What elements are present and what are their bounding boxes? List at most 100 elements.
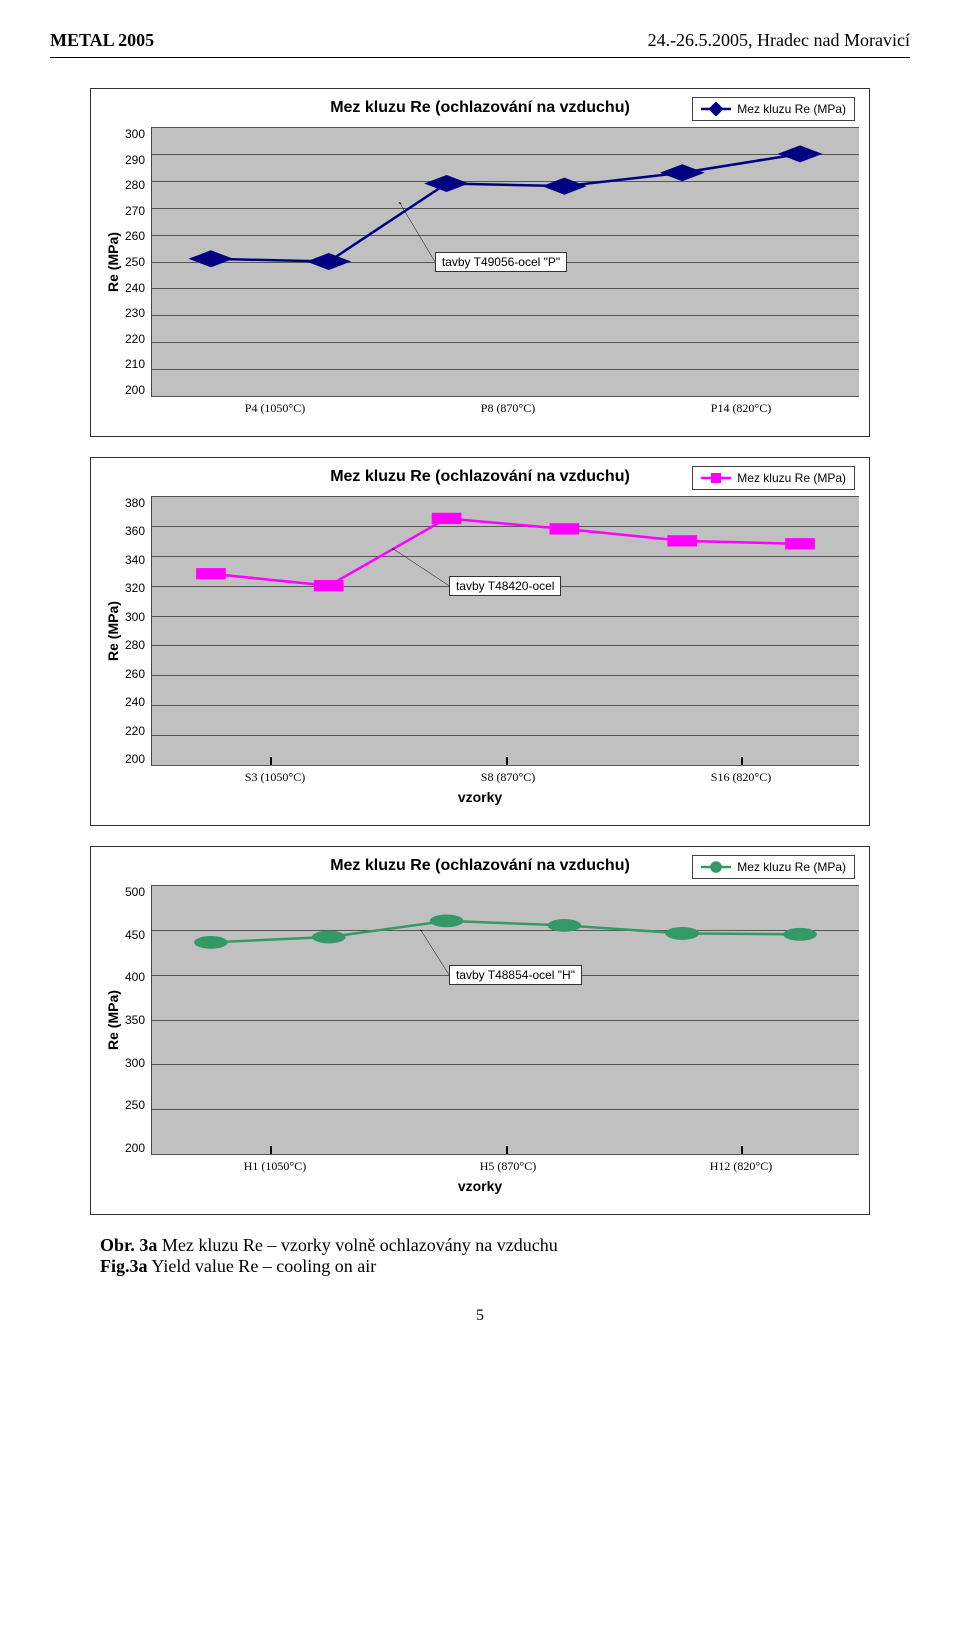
gridline	[152, 675, 859, 676]
gridline	[152, 1109, 859, 1110]
y-tick-label: 240	[125, 281, 145, 295]
y-tick-label: 380	[125, 496, 145, 510]
chart-body: Re (MPa)500450400350300250200 tavby T488…	[101, 885, 859, 1155]
legend-label: Mez kluzu Re (MPa)	[737, 471, 846, 485]
gridline	[152, 1154, 859, 1155]
gridline	[152, 616, 859, 617]
x-tick-label: P4 (1050°C)	[245, 401, 305, 416]
gridline	[152, 735, 859, 736]
gridline	[152, 556, 859, 557]
legend-swatch	[701, 102, 731, 116]
y-tick-label: 280	[125, 178, 145, 192]
data-marker	[671, 537, 694, 546]
x-category-tick	[270, 1146, 272, 1154]
chart-svg-overlay	[152, 496, 859, 765]
x-tick-label: P14 (820°C)	[711, 401, 771, 416]
data-marker	[200, 569, 223, 578]
annotation-arrow	[399, 202, 434, 261]
page-header: METAL 2005 24.-26.5.2005, Hradec nad Mor…	[50, 30, 910, 51]
y-axis-label: Re (MPa)	[101, 496, 125, 766]
y-tick-label: 260	[125, 229, 145, 243]
gridline	[152, 1064, 859, 1065]
chart-title-row: Mez kluzu Re (ochlazování na vzduchu) Mez…	[101, 468, 859, 486]
y-tick-label: 360	[125, 524, 145, 538]
y-tick-label: 400	[125, 970, 145, 984]
gridline	[152, 288, 859, 289]
legend-label: Mez kluzu Re (MPa)	[737, 860, 846, 874]
x-category-tick	[506, 1146, 508, 1154]
y-tick-label: 210	[125, 357, 145, 371]
chart-title-row: Mez kluzu Re (ochlazování na vzduchu) Mez…	[101, 857, 859, 875]
x-tick-label: H5 (870°C)	[480, 1159, 536, 1174]
header-rule	[50, 57, 910, 58]
y-tick-label: 340	[125, 553, 145, 567]
annotation-label: tavby T49056-ocel "P"	[435, 252, 567, 272]
legend-swatch	[701, 860, 731, 874]
y-tick-label: 200	[125, 383, 145, 397]
legend-label: Mez kluzu Re (MPa)	[737, 102, 846, 116]
data-marker	[315, 932, 342, 942]
chart-title: Mez kluzu Re (ochlazování na vzduchu)	[330, 99, 630, 117]
gridline	[152, 885, 859, 886]
x-axis-ticks: H1 (1050°C)H5 (870°C)H12 (820°C)	[101, 1159, 859, 1174]
gridline	[152, 765, 859, 766]
gridline	[152, 496, 859, 497]
chart-body: Re (MPa)30029028027026025024023022021020…	[101, 127, 859, 397]
y-axis-label: Re (MPa)	[101, 127, 125, 397]
gridline	[152, 181, 859, 182]
x-category-tick	[506, 757, 508, 765]
chart-panel: Mez kluzu Re (ochlazování na vzduchu) Mez…	[90, 88, 870, 437]
annotation-label: tavby T48854-ocel "H"	[449, 965, 582, 985]
y-tick-label: 200	[125, 752, 145, 766]
series-line	[211, 921, 800, 943]
y-axis-ticks: 300290280270260250240230220210200	[125, 127, 151, 397]
y-tick-label: 220	[125, 724, 145, 738]
header-left: METAL 2005	[50, 30, 154, 51]
legend-swatch	[701, 471, 731, 485]
gridline	[152, 705, 859, 706]
y-tick-label: 300	[125, 127, 145, 141]
data-marker	[433, 916, 460, 926]
x-axis-label: vzorky	[101, 789, 859, 805]
annotation-label: tavby T48420-ocel	[449, 576, 562, 596]
plot-area: tavby T48854-ocel "H"	[151, 885, 859, 1155]
plot-area: tavby T49056-ocel "P"	[151, 127, 859, 397]
y-tick-label: 290	[125, 153, 145, 167]
header-right: 24.-26.5.2005, Hradec nad Moravicí	[648, 30, 910, 51]
annotation-arrow	[421, 930, 449, 975]
y-tick-label: 280	[125, 638, 145, 652]
gridline	[152, 1020, 859, 1021]
caption-cz-text: Mez kluzu Re – vzorky volně ochlazovány …	[157, 1235, 557, 1255]
gridline	[152, 208, 859, 209]
gridline	[152, 369, 859, 370]
x-tick-label: S3 (1050°C)	[245, 770, 305, 785]
y-tick-label: 250	[125, 1098, 145, 1112]
data-marker	[789, 540, 812, 549]
x-tick-label: S16 (820°C)	[711, 770, 771, 785]
caption-en-bold: Fig.3a	[100, 1256, 148, 1276]
annotation-arrow	[392, 548, 449, 585]
y-tick-label: 350	[125, 1013, 145, 1027]
page-number: 5	[50, 1307, 910, 1325]
gridline	[152, 930, 859, 931]
y-axis-ticks: 380360340320300280260240220200	[125, 496, 151, 766]
y-axis-ticks: 500450400350300250200	[125, 885, 151, 1155]
y-tick-label: 450	[125, 928, 145, 942]
y-tick-label: 300	[125, 1056, 145, 1070]
x-tick-label: H1 (1050°C)	[244, 1159, 306, 1174]
chart-panel: Mez kluzu Re (ochlazování na vzduchu) Mez…	[90, 846, 870, 1215]
chart-title: Mez kluzu Re (ochlazování na vzduchu)	[330, 857, 630, 875]
y-tick-label: 270	[125, 204, 145, 218]
y-tick-label: 320	[125, 581, 145, 595]
x-category-tick	[741, 1146, 743, 1154]
gridline	[152, 127, 859, 128]
chart-title: Mez kluzu Re (ochlazování na vzduchu)	[330, 468, 630, 486]
data-marker	[435, 514, 458, 523]
caption-en-text: Yield value Re – cooling on air	[148, 1256, 377, 1276]
caption-cz-bold: Obr. 3a	[100, 1235, 157, 1255]
y-tick-label: 250	[125, 255, 145, 269]
x-axis-label: vzorky	[101, 1178, 859, 1194]
x-category-tick	[270, 757, 272, 765]
data-marker	[194, 252, 229, 265]
y-tick-label: 260	[125, 667, 145, 681]
